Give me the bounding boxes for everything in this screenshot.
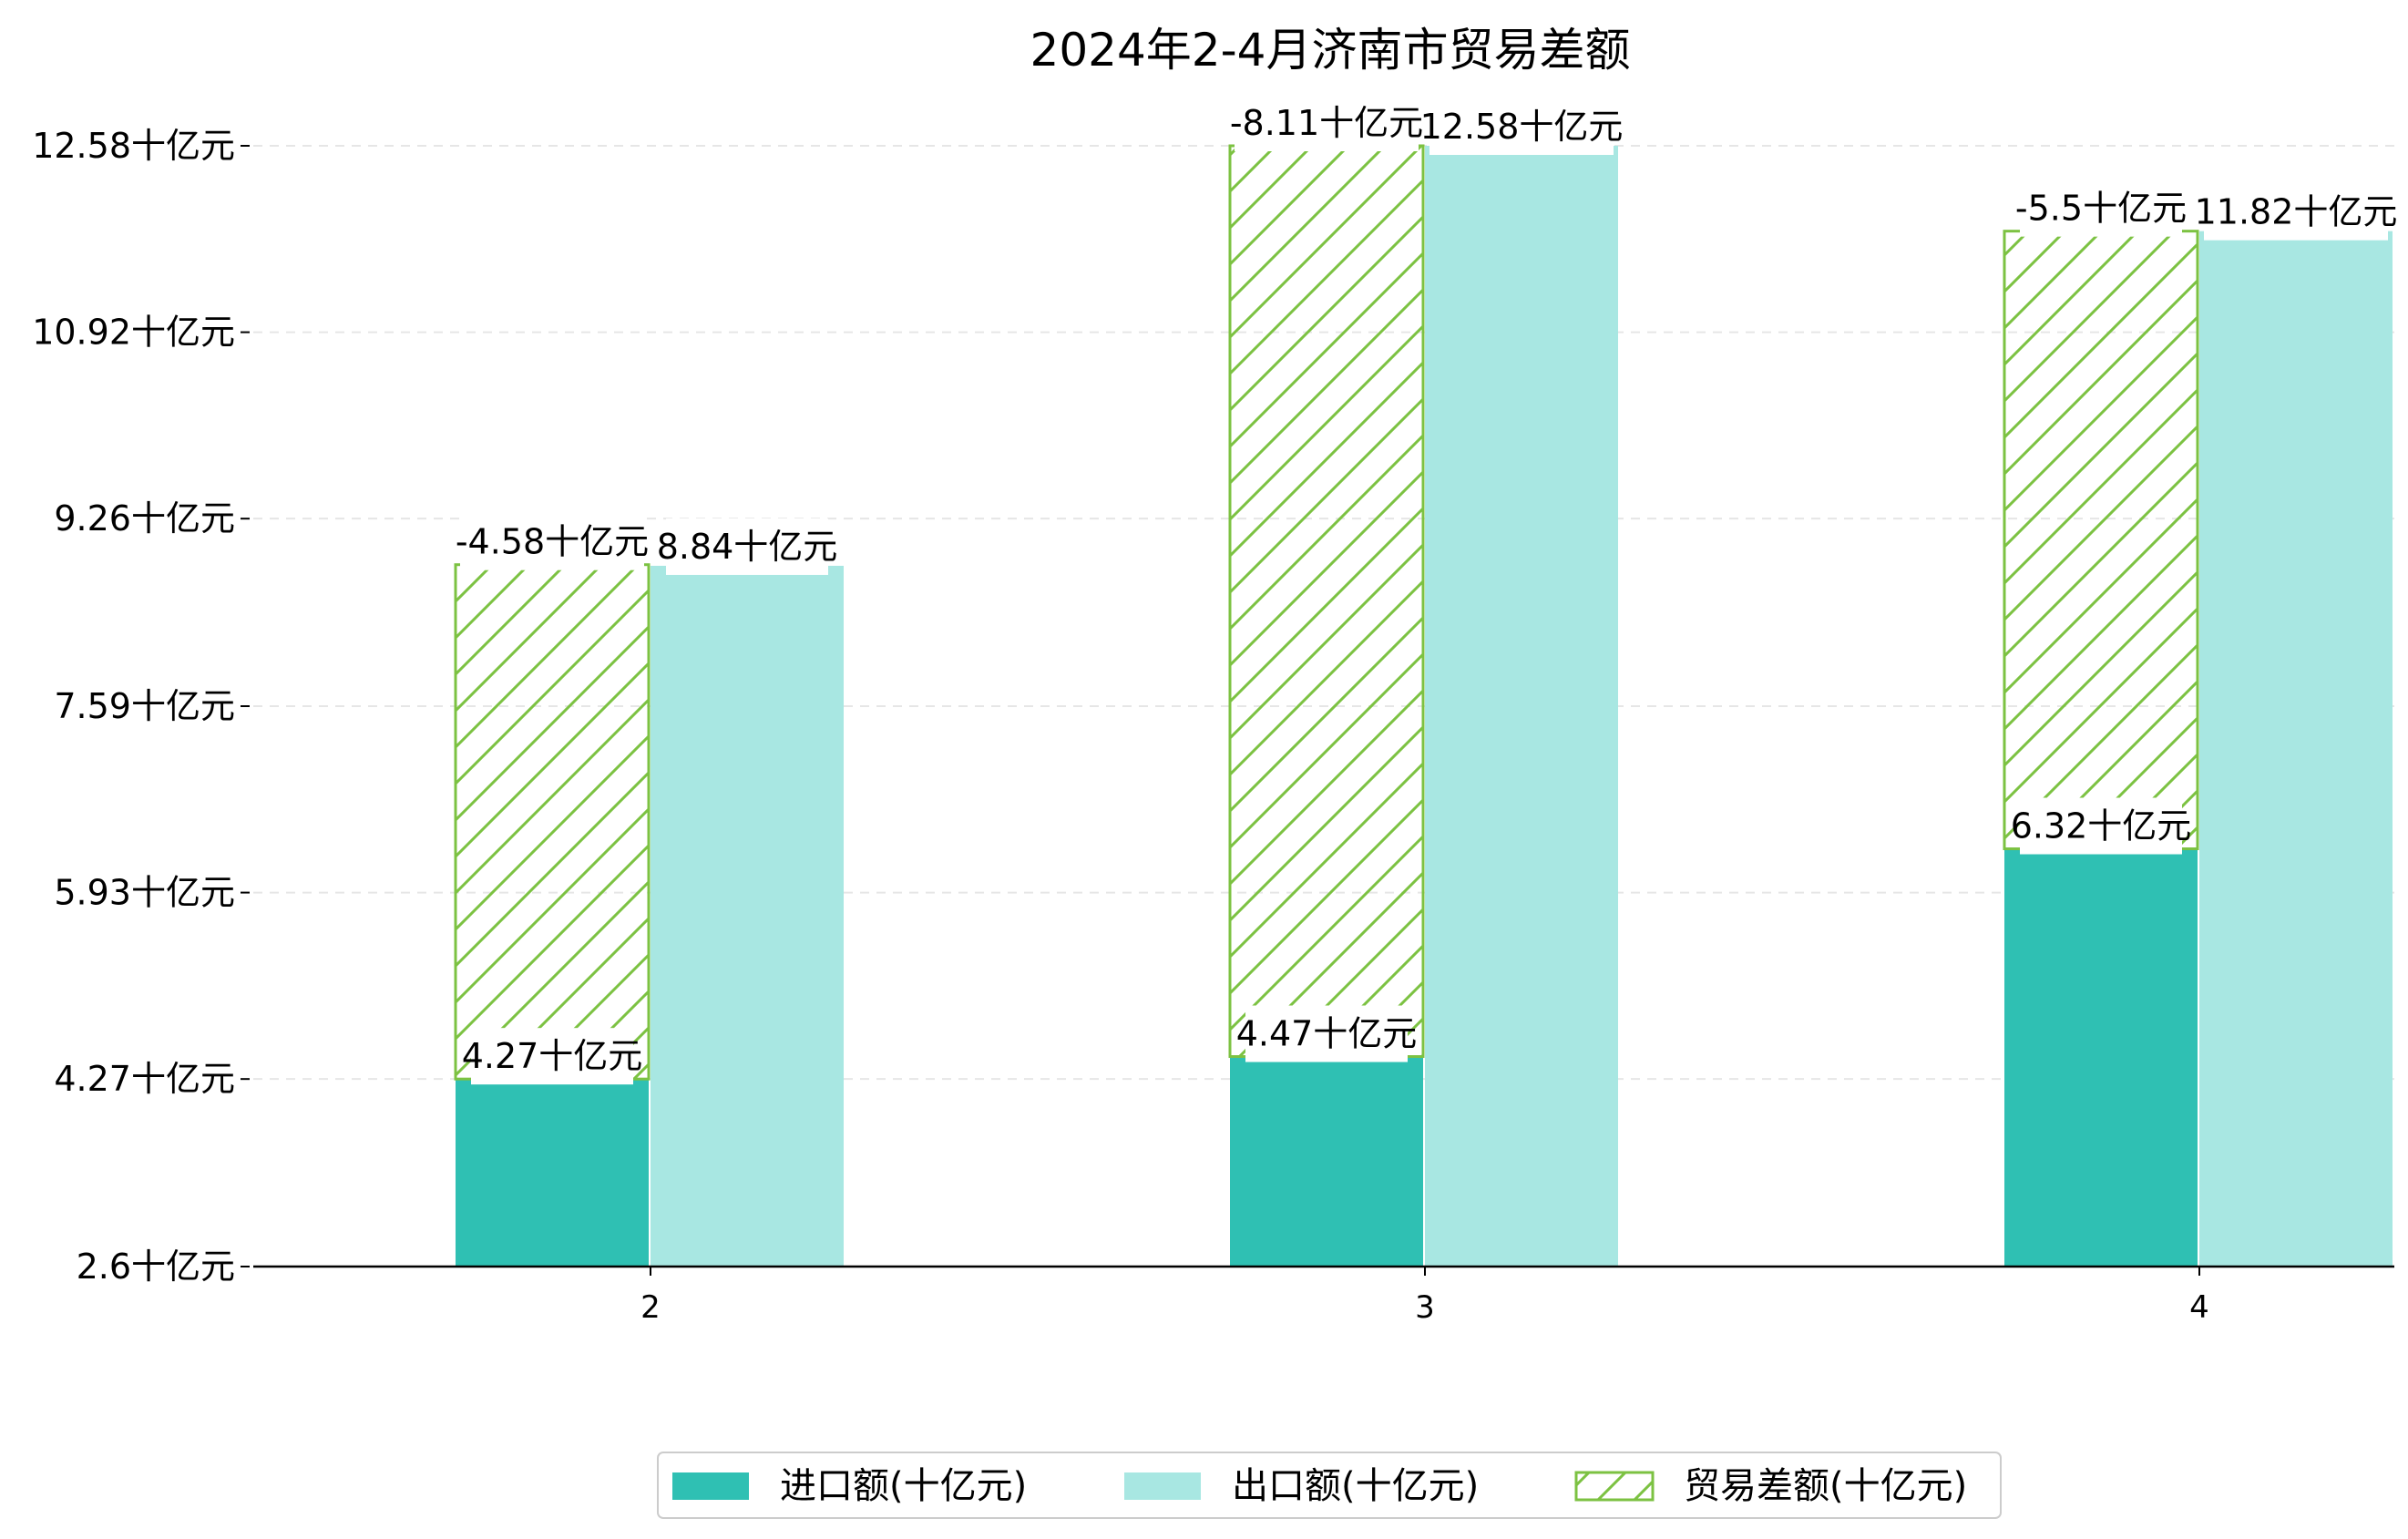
legend-label: 贸易差额(十亿元) — [1684, 1465, 1967, 1507]
label-import: 6.32十亿元 — [2011, 806, 2192, 846]
x-tick-label: 2 — [640, 1289, 661, 1326]
chart-title: 2024年2-4月济南市贸易差额 — [1030, 24, 1631, 77]
label-import: 4.47十亿元 — [1236, 1014, 1418, 1054]
label-export-bg — [1429, 98, 1614, 155]
legend-label: 出口额(十亿元) — [1232, 1465, 1479, 1507]
label-trade-balance-bg — [460, 513, 644, 570]
label-trade-balance: -5.5十亿元 — [2015, 189, 2187, 229]
label-trade-balance-bg — [2020, 180, 2182, 237]
bar-import — [1230, 1056, 1423, 1267]
y-tick-label: 4.27十亿元 — [54, 1059, 235, 1099]
bar-trade-balance — [454, 563, 651, 1081]
legend-label: 进口额(十亿元) — [780, 1465, 1027, 1507]
x-tick-label: 3 — [1415, 1289, 1435, 1326]
label-trade-balance-bg — [1235, 95, 1419, 151]
legend: 进口额(十亿元) 出口额(十亿元) 贸易差额(十亿元) — [657, 1452, 2002, 1519]
y-tick-label: 2.6十亿元 — [77, 1247, 235, 1287]
bar-trade-balance — [2003, 230, 2199, 851]
label-import: 4.27十亿元 — [462, 1036, 643, 1076]
label-import-bg — [471, 1028, 633, 1085]
label-trade-balance: -4.58十亿元 — [456, 522, 649, 562]
legend-box — [657, 1452, 2002, 1519]
y-tick-label: 5.93十亿元 — [54, 873, 235, 913]
bars — [454, 144, 2393, 1267]
x-tick-label: 4 — [2189, 1289, 2209, 1326]
data-labels: 8.84十亿元-4.58十亿元 4.27十亿元 12.58十亿元-8.11十亿元 4.… — [456, 95, 2398, 1085]
legend-swatch — [672, 1472, 749, 1500]
label-export: 8.84十亿元 — [657, 527, 838, 567]
legend-swatch — [1124, 1472, 1201, 1500]
bar-import — [2004, 848, 2198, 1267]
bar-export — [1425, 146, 1618, 1267]
bar-trade-balance — [1228, 144, 1425, 1059]
label-export: 11.82十亿元 — [2195, 192, 2398, 232]
legend-swatch — [1574, 1471, 1655, 1502]
label-import-bg — [1245, 1005, 1408, 1062]
y-tick-label: 12.58十亿元 — [32, 126, 235, 166]
bar-import — [456, 1079, 649, 1267]
bar-export — [651, 565, 844, 1267]
label-trade-balance: -8.11十亿元 — [1230, 103, 1423, 143]
y-tick-label: 7.59十亿元 — [54, 686, 235, 726]
axes: 2.6十亿元 4.27十亿元 5.93十亿元 7.59十亿元 9.26十亿元 10.92十… — [32, 126, 2394, 1326]
y-tick-label: 9.26十亿元 — [54, 498, 235, 539]
label-export-bg — [666, 518, 828, 575]
label-export: 12.58十亿元 — [1420, 107, 1624, 147]
bar-export — [2199, 231, 2393, 1267]
label-export-bg — [2204, 183, 2388, 241]
label-import-bg — [2020, 797, 2182, 855]
y-tick-label: 10.92十亿元 — [32, 313, 235, 353]
